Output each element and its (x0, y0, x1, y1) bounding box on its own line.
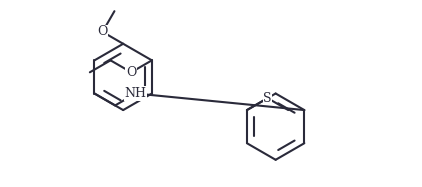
Text: NH: NH (125, 87, 147, 100)
Text: O: O (97, 25, 108, 38)
Text: S: S (263, 92, 272, 105)
Text: O: O (126, 66, 136, 79)
